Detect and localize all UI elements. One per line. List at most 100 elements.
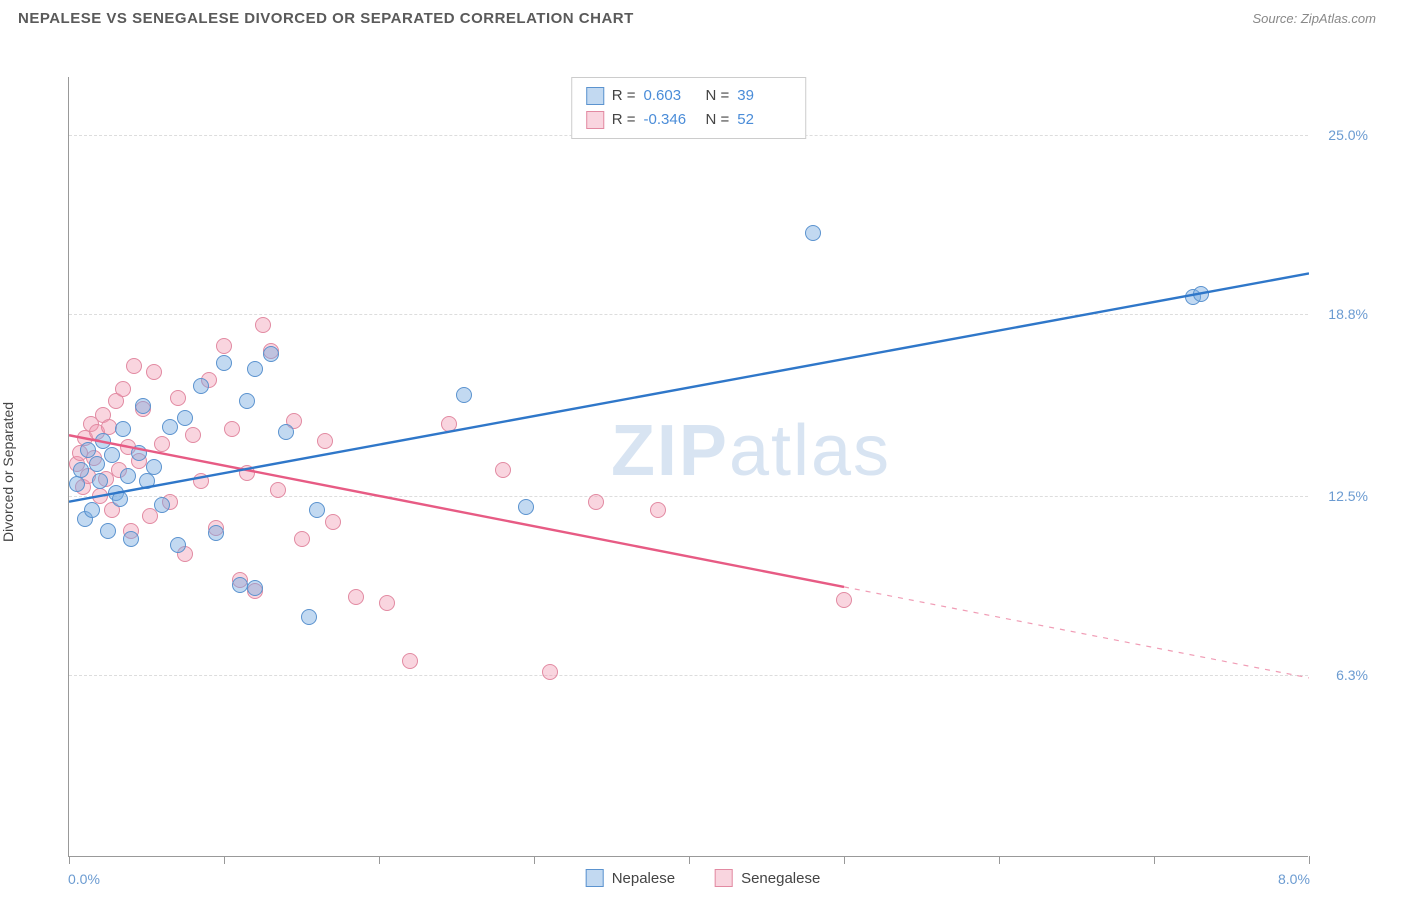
- nepalese-point: [115, 421, 131, 437]
- nepalese-point: [247, 580, 263, 596]
- series-legend: Nepalese Senegalese: [586, 869, 821, 887]
- nepalese-point: [278, 424, 294, 440]
- senegalese-point: [126, 358, 142, 374]
- nepalese-point: [139, 473, 155, 489]
- x-tick: [999, 856, 1000, 864]
- nepalese-point: [73, 462, 89, 478]
- nepalese-swatch-icon: [586, 87, 604, 105]
- senegalese-point: [239, 465, 255, 481]
- y-tick-label: 25.0%: [1313, 127, 1368, 143]
- nepalese-point: [100, 523, 116, 539]
- senegalese-point: [495, 462, 511, 478]
- nepalese-point: [193, 378, 209, 394]
- senegalese-point: [325, 514, 341, 530]
- senegalese-point: [115, 381, 131, 397]
- senegalese-point: [317, 433, 333, 449]
- nepalese-point: [1193, 286, 1209, 302]
- senegalese-point: [185, 427, 201, 443]
- legend-item: Nepalese: [586, 869, 675, 887]
- nepalese-point: [247, 361, 263, 377]
- gridline: [69, 314, 1308, 315]
- senegalese-point: [170, 390, 186, 406]
- senegalese-point: [348, 589, 364, 605]
- legend-label: Senegalese: [741, 870, 820, 887]
- y-tick-label: 18.8%: [1313, 306, 1368, 322]
- nepalese-point: [89, 456, 105, 472]
- senegalese-point: [270, 482, 286, 498]
- chart-header: NEPALESE VS SENEGALESE DIVORCED OR SEPAR…: [0, 0, 1406, 37]
- stats-legend-box: R =0.603N =39R =-0.346N =52: [571, 77, 807, 139]
- regression-lines: [69, 77, 1309, 857]
- y-tick-label: 6.3%: [1313, 667, 1368, 683]
- x-tick: [689, 856, 690, 864]
- nepalese-point: [131, 445, 147, 461]
- x-tick: [379, 856, 380, 864]
- x-tick: [1309, 856, 1310, 864]
- nepalese-swatch-icon: [586, 869, 604, 887]
- legend-item: Senegalese: [715, 869, 820, 887]
- nepalese-point: [104, 447, 120, 463]
- x-tick: [224, 856, 225, 864]
- senegalese-point: [588, 494, 604, 510]
- nepalese-point: [95, 433, 111, 449]
- nepalese-point: [123, 531, 139, 547]
- senegalese-point: [402, 653, 418, 669]
- senegalese-point: [92, 488, 108, 504]
- x-tick: [534, 856, 535, 864]
- nepalese-point: [112, 491, 128, 507]
- x-tick: [844, 856, 845, 864]
- senegalese-point: [255, 317, 271, 333]
- nepalese-point: [69, 476, 85, 492]
- stats-row: R =0.603N =39: [586, 84, 792, 108]
- nepalese-point: [80, 442, 96, 458]
- senegalese-point: [216, 338, 232, 354]
- y-tick-label: 12.5%: [1313, 488, 1368, 504]
- plot-area: 6.3%12.5%18.8%25.0%ZIPatlasR =0.603N =39…: [68, 77, 1308, 857]
- chart-title: NEPALESE VS SENEGALESE DIVORCED OR SEPAR…: [18, 10, 634, 27]
- correlation-chart: Divorced or Separated 6.3%12.5%18.8%25.0…: [18, 37, 1388, 907]
- nepalese-point: [456, 387, 472, 403]
- y-axis-label: Divorced or Separated: [0, 402, 16, 542]
- nepalese-point: [162, 419, 178, 435]
- gridline: [69, 675, 1308, 676]
- nepalese-point: [120, 468, 136, 484]
- nepalese-point: [154, 497, 170, 513]
- senegalese-point: [650, 502, 666, 518]
- nepalese-point: [177, 410, 193, 426]
- nepalese-point: [239, 393, 255, 409]
- gridline: [69, 496, 1308, 497]
- senegalese-point: [441, 416, 457, 432]
- x-axis-min-label: 0.0%: [68, 871, 100, 887]
- senegalese-point: [142, 508, 158, 524]
- nepalese-point: [170, 537, 186, 553]
- nepalese-point: [309, 502, 325, 518]
- senegalese-swatch-icon: [715, 869, 733, 887]
- senegalese-point: [224, 421, 240, 437]
- senegalese-swatch-icon: [586, 111, 604, 129]
- senegalese-point: [294, 531, 310, 547]
- senegalese-point: [836, 592, 852, 608]
- nepalese-point: [518, 499, 534, 515]
- source-attribution: Source: ZipAtlas.com: [1252, 11, 1376, 26]
- nepalese-point: [263, 346, 279, 362]
- watermark: ZIPatlas: [611, 410, 891, 492]
- nepalese-point: [92, 473, 108, 489]
- nepalese-point: [146, 459, 162, 475]
- nepalese-point: [84, 502, 100, 518]
- x-tick: [1154, 856, 1155, 864]
- nepalese-point: [208, 525, 224, 541]
- stats-row: R =-0.346N =52: [586, 108, 792, 132]
- nepalese-point: [805, 225, 821, 241]
- x-axis-max-label: 8.0%: [1278, 871, 1310, 887]
- legend-label: Nepalese: [612, 870, 675, 887]
- nepalese-point: [135, 398, 151, 414]
- nepalese-point: [232, 577, 248, 593]
- senegalese-point: [146, 364, 162, 380]
- x-tick: [69, 856, 70, 864]
- senegalese-point: [193, 473, 209, 489]
- senegalese-point: [379, 595, 395, 611]
- nepalese-point: [301, 609, 317, 625]
- nepalese-point: [216, 355, 232, 371]
- senegalese-point: [542, 664, 558, 680]
- senegalese-point: [154, 436, 170, 452]
